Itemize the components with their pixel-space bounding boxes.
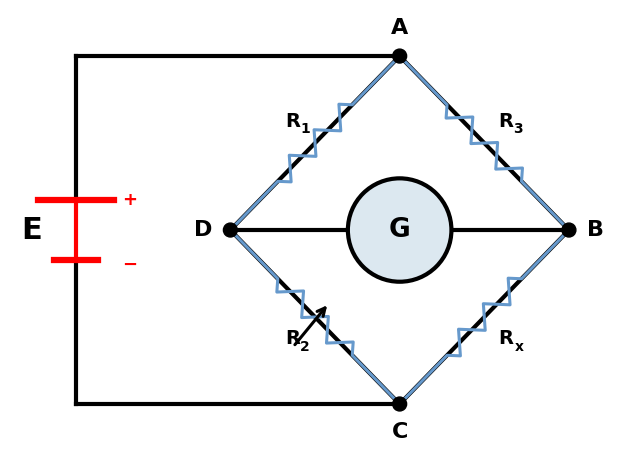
Text: C: C <box>392 422 408 442</box>
Text: x: x <box>515 340 524 354</box>
Text: D: D <box>194 220 212 240</box>
Text: R: R <box>499 329 514 349</box>
Text: B: B <box>587 220 604 240</box>
Text: 1: 1 <box>300 122 310 136</box>
Text: +: + <box>122 191 137 209</box>
Circle shape <box>223 223 237 237</box>
Text: −: − <box>122 256 137 274</box>
Text: E: E <box>21 216 42 244</box>
Text: A: A <box>391 18 408 38</box>
Circle shape <box>348 179 451 282</box>
Circle shape <box>393 49 406 63</box>
Text: R: R <box>285 329 301 349</box>
Text: R: R <box>285 112 301 130</box>
Text: 2: 2 <box>300 340 310 354</box>
Circle shape <box>562 223 576 237</box>
Text: R: R <box>499 112 514 130</box>
Circle shape <box>393 397 406 411</box>
Text: 3: 3 <box>513 122 523 136</box>
Text: G: G <box>388 217 410 243</box>
